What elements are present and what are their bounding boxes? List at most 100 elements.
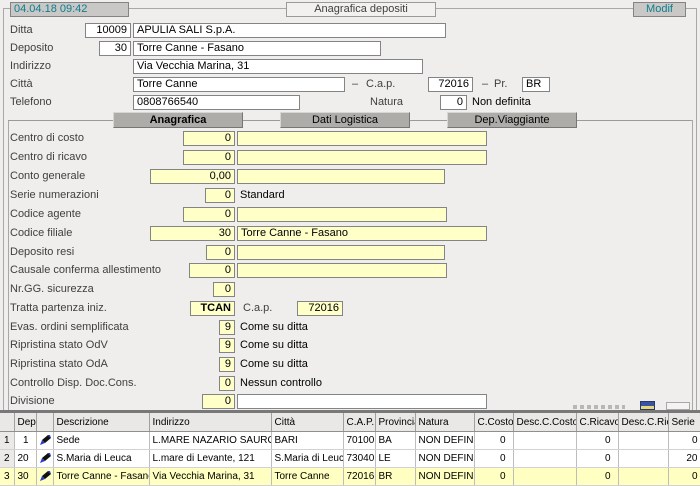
nr-gg-sicurezza-field[interactable]: 0 [213,282,235,297]
col-descrizione[interactable]: Descrizione [53,413,150,432]
evas-ordini-field[interactable]: 9 [219,320,235,335]
conto-generale-desc-field[interactable] [237,169,445,184]
divisione-desc-field[interactable] [237,394,487,409]
cell-dep: 1 [14,431,37,450]
col-desc-c-costo[interactable]: Desc.C.Costo [513,413,577,432]
centro-costo-desc-field[interactable] [237,131,487,146]
clipped-label-fragment [573,405,625,409]
cell-desc-c-costo [513,449,577,468]
col-desc-c-ricavo[interactable]: Desc.C.Ricavo [618,413,669,432]
ripristina-odv-field[interactable]: 9 [219,338,235,353]
serie-numerazioni-label: Serie numerazioni [10,189,99,201]
cell-c-costo: 0 [474,467,514,486]
tab-dati-logistica[interactable]: Dati Logistica [280,112,410,128]
ripristina-oda-field[interactable]: 9 [219,357,235,372]
col-dep[interactable]: Dep. [14,413,37,432]
deposito-resi-desc-field[interactable] [237,245,445,260]
evas-ordini-text: Come su ditta [240,321,308,333]
col-citta[interactable]: Città [271,413,344,432]
conto-generale-label: Conto generale [10,170,86,182]
centro-ricavo-label: Centro di ricavo [10,151,88,163]
col-provincia[interactable]: Provincia [375,413,416,432]
causale-conferma-desc-field[interactable] [237,263,447,278]
cell-natura: NON DEFINITA [415,449,475,468]
col-natura[interactable]: Natura [415,413,475,432]
table-row[interactable]: 1 1 Sede L.MARE NAZARIO SAURO 211 BARI 7… [0,431,700,450]
cell-provincia: BA [375,431,416,450]
dash-2: – [482,78,489,90]
codice-agente-desc-field[interactable] [237,207,447,222]
natura-code-field[interactable]: 0 [440,95,467,110]
cell-desc-c-costo [513,431,577,450]
cell-descrizione: Torre Canne - Fasano [53,467,150,486]
tratta-cap-field[interactable]: 72016 [297,301,343,316]
divisione-field[interactable]: 0 [202,394,235,409]
pen-edit-icon [39,434,51,445]
clipped-checkbox-icon [640,401,655,410]
table-row-selected[interactable]: 3 30 Torre Canne - Fasano Via Vecchia Ma… [0,467,700,486]
deposito-resi-field[interactable]: 0 [206,245,235,260]
col-rownum [0,413,15,432]
row-number: 1 [0,431,15,450]
cap-field[interactable]: 72016 [428,77,473,92]
depositi-table: Dep. Descrizione Indirizzo Città C.A.P. … [0,410,700,486]
deposito-label: Deposito [10,42,54,54]
modif-button[interactable]: Modif [633,2,686,17]
col-serie[interactable]: Serie [668,413,700,432]
cell-indirizzo: Via Vecchia Marina, 31 [149,467,272,486]
cell-icon [36,431,54,450]
cell-cap: 73040 [343,449,376,468]
deposito-code-field[interactable]: 30 [99,41,131,56]
cell-icon [36,449,54,468]
pr-field[interactable]: BR [522,77,550,92]
telefono-field[interactable]: 0808766540 [133,95,300,110]
col-cap[interactable]: C.A.P. [343,413,376,432]
tratta-partenza-field[interactable]: TCAN [190,301,235,316]
tab-connector-line [243,120,280,121]
centro-ricavo-field[interactable]: 0 [183,150,235,165]
conto-generale-field[interactable]: 0,00 [150,169,235,184]
tab-anagrafica[interactable]: Anagrafica [113,112,243,128]
col-c-costo[interactable]: C.Costo [474,413,514,432]
tab-dep-viaggiante[interactable]: Dep.Viaggiante [447,112,577,128]
ditta-name-field[interactable]: APULIA SALI S.p.A. [133,23,446,38]
indirizzo-field[interactable]: Via Vecchia Marina, 31 [133,59,423,74]
citta-field[interactable]: Torre Canne [133,77,345,92]
tab-connector-line [8,120,113,121]
pen-edit-icon [39,452,51,463]
cell-indirizzo: L.MARE NAZARIO SAURO 211 [149,431,272,450]
cell-indirizzo: L.mare di Levante, 121 [149,449,272,468]
centro-ricavo-desc-field[interactable] [237,150,487,165]
cell-provincia: BR [375,467,416,486]
ripristina-odv-text: Come su ditta [240,339,308,351]
centro-costo-label: Centro di costo [10,132,84,144]
cell-dep: 30 [14,467,37,486]
table-row[interactable]: 2 20 S.Maria di Leuca L.mare di Levante,… [0,449,700,468]
col-c-ricavo[interactable]: C.Ricavo [576,413,619,432]
col-indirizzo[interactable]: Indirizzo [149,413,272,432]
cell-c-ricavo: 0 [576,449,619,468]
ripristina-odv-label: Ripristina stato OdV [10,339,108,351]
cell-cap: 70100 [343,431,376,450]
deposito-name-field[interactable]: Torre Canne - Fasano [133,41,381,56]
codice-filiale-desc-field[interactable]: Torre Canne - Fasano [237,226,487,241]
divisione-label: Divisione [10,395,55,407]
centro-costo-field[interactable]: 0 [183,131,235,146]
cell-serie: 0 [668,431,700,450]
cell-provincia: LE [375,449,416,468]
codice-agente-field[interactable]: 0 [183,207,235,222]
cell-dep: 20 [14,449,37,468]
codice-filiale-field[interactable]: 30 [150,226,235,241]
datetime-display: 04.04.18 09:42 [10,2,129,17]
cell-natura: NON DEFINITA [415,431,475,450]
serie-numerazioni-field[interactable]: 0 [205,188,235,203]
causale-conferma-field[interactable]: 0 [189,263,235,278]
row-number: 3 [0,467,15,486]
controllo-disp-field[interactable]: 0 [219,376,235,391]
ditta-code-field[interactable]: 10009 [85,23,131,38]
tab-connector-line [410,120,447,121]
codice-agente-label: Codice agente [10,208,81,220]
ditta-label: Ditta [10,24,33,36]
causale-conferma-label: Causale conferma allestimento [10,264,162,276]
